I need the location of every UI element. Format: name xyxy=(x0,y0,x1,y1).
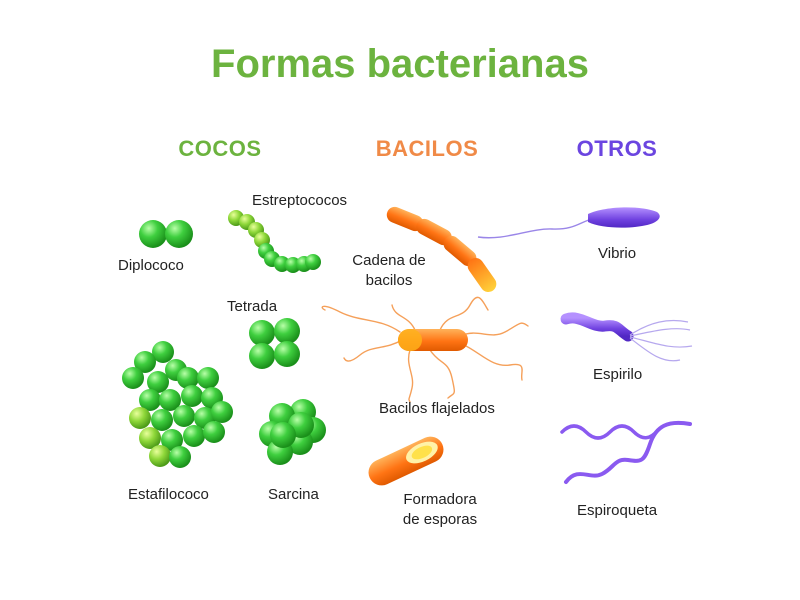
coccus-cell xyxy=(152,341,174,363)
label-estreptococos: Estreptococos xyxy=(252,192,348,209)
formadora-esporas-illustration xyxy=(368,436,444,486)
coccus-cell xyxy=(147,371,169,393)
coccus-cell xyxy=(173,405,195,427)
coccus-cell xyxy=(161,429,183,451)
label-formadora-line1: Formadora xyxy=(403,491,477,508)
heading-bacilos: BACILOS xyxy=(375,136,479,161)
sarcina-illustration xyxy=(259,399,326,465)
coccus-cell xyxy=(134,351,156,373)
coccus-cell xyxy=(211,401,233,423)
coccus-cell xyxy=(203,421,225,443)
cadena-bacilos-illustration xyxy=(386,206,497,293)
coccus-cell xyxy=(183,425,205,447)
tetrada-illustration xyxy=(249,318,300,369)
coccus-cell xyxy=(177,367,199,389)
espirilo-illustration xyxy=(560,312,693,362)
coccus-cell xyxy=(139,427,161,449)
espiroqueta-illustration xyxy=(560,420,692,484)
diplococo-illustration xyxy=(139,220,193,248)
label-diplococo: Diplococo xyxy=(118,257,184,274)
coccus-cell xyxy=(169,446,191,468)
coccus-cell xyxy=(305,254,321,270)
estafilococo-illustration xyxy=(122,341,233,468)
heading-otros: OTROS xyxy=(576,136,658,161)
coccus-cell xyxy=(129,407,151,429)
label-espiroqueta: Espiroqueta xyxy=(577,502,658,519)
label-cadena-line1: Cadena de xyxy=(352,252,426,269)
heading-cocos: COCOS xyxy=(178,136,262,161)
label-formadora-line2: de esporas xyxy=(402,511,478,528)
coccus-cell xyxy=(197,367,219,389)
label-vibrio: Vibrio xyxy=(598,245,637,262)
page-title: Formas bacterianas xyxy=(211,42,589,86)
label-tetrada: Tetrada xyxy=(227,298,278,315)
estreptococos-illustration xyxy=(228,210,321,273)
bacilo-flajelado-illustration xyxy=(321,296,529,403)
coccus-cell xyxy=(159,389,181,411)
coccus-cell xyxy=(151,409,173,431)
label-bacilos-flajelados: Bacilos flajelados xyxy=(379,400,495,417)
coccus-cell xyxy=(181,385,203,407)
label-estafilococo: Estafilococo xyxy=(128,486,209,503)
label-espirilo: Espirilo xyxy=(593,366,643,383)
coccus-cell xyxy=(122,367,144,389)
coccus-cell xyxy=(139,389,161,411)
coccus-cell xyxy=(149,445,171,467)
label-sarcina: Sarcina xyxy=(268,486,319,503)
vibrio-illustration xyxy=(477,207,660,239)
label-cadena-line2: bacilos xyxy=(365,272,413,289)
